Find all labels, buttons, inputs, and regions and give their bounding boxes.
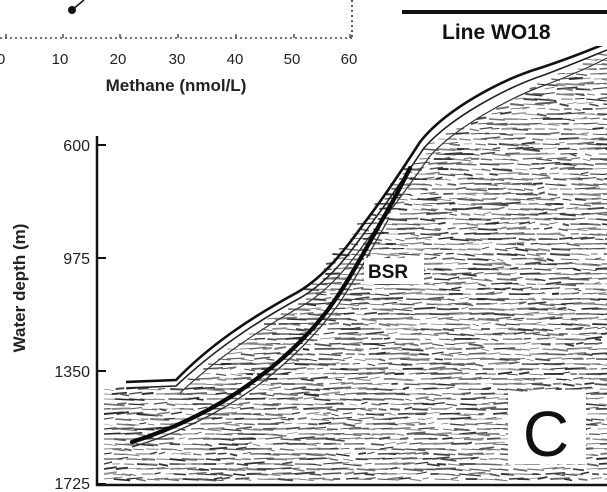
seafloor-reflector bbox=[125, 41, 607, 384]
bsr-label: BSR bbox=[368, 262, 408, 283]
y-tick-975: 975 bbox=[63, 251, 90, 268]
inset-x-tick-10: 10 bbox=[52, 51, 69, 68]
seafloor-reflector-lower bbox=[125, 49, 607, 389]
seismic-section: BSR Line WO18 C 600 975 1350 1725 Water … bbox=[10, 10, 607, 492]
methane-inset-plot: 0 10 20 30 40 50 60 Methane (nmol/L) bbox=[0, 0, 357, 95]
seismic-reflector-texture bbox=[103, 53, 607, 482]
bsr-reflector bbox=[129, 165, 413, 445]
bsr-reflector-shadow bbox=[131, 219, 389, 448]
inset-x-axis-title: Methane (nmol/L) bbox=[106, 76, 247, 95]
inset-x-tick-60: 60 bbox=[341, 51, 358, 68]
panel-letter-box bbox=[508, 392, 586, 464]
y-tick-1725: 1725 bbox=[54, 476, 90, 492]
inset-data-point bbox=[68, 6, 76, 14]
inset-x-tick-40: 40 bbox=[227, 51, 244, 68]
panel-letter: C bbox=[523, 398, 569, 470]
seafloor-reflector-third bbox=[179, 57, 607, 394]
inset-x-ticks bbox=[5, 34, 351, 38]
y-tick-1350: 1350 bbox=[54, 364, 90, 381]
line-label-box bbox=[402, 12, 607, 46]
inset-x-tick-30: 30 bbox=[169, 51, 186, 68]
y-tick-600: 600 bbox=[63, 138, 90, 155]
y-axis-title: Water depth (m) bbox=[10, 224, 29, 353]
inset-x-tick-50: 50 bbox=[284, 51, 301, 68]
bsr-label-box bbox=[364, 258, 424, 284]
inset-x-tick-20: 20 bbox=[110, 51, 127, 68]
inset-x-tick-0: 0 bbox=[0, 51, 5, 68]
section-y-ticks bbox=[97, 144, 106, 485]
line-label: Line WO18 bbox=[442, 21, 551, 44]
